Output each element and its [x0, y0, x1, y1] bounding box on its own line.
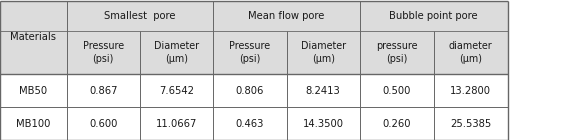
Text: MB50: MB50 — [19, 86, 47, 96]
Text: diameter
(μm): diameter (μm) — [449, 41, 492, 64]
Bar — [0, 31, 508, 74]
Bar — [0, 1, 508, 31]
Text: 0.867: 0.867 — [89, 86, 117, 96]
Text: 8.2413: 8.2413 — [306, 86, 341, 96]
Text: Pressure
(psi): Pressure (psi) — [230, 41, 270, 64]
Text: 0.806: 0.806 — [236, 86, 264, 96]
Text: Materials: Materials — [10, 32, 56, 42]
Text: 7.6542: 7.6542 — [159, 86, 194, 96]
Text: 0.463: 0.463 — [236, 119, 264, 129]
Bar — [0, 74, 508, 107]
Text: Diameter
(μm): Diameter (μm) — [301, 41, 346, 64]
Text: 0.600: 0.600 — [89, 119, 117, 129]
Text: 25.5385: 25.5385 — [450, 119, 491, 129]
Text: MB100: MB100 — [16, 119, 50, 129]
Text: 14.3500: 14.3500 — [303, 119, 343, 129]
Text: Pressure
(psi): Pressure (psi) — [83, 41, 124, 64]
Text: 11.0667: 11.0667 — [156, 119, 197, 129]
Text: Bubble point pore: Bubble point pore — [389, 11, 478, 21]
Text: Mean flow pore: Mean flow pore — [248, 11, 325, 21]
Text: pressure
(psi): pressure (psi) — [376, 41, 417, 64]
Text: 0.260: 0.260 — [382, 119, 411, 129]
Text: Diameter
(μm): Diameter (μm) — [154, 41, 199, 64]
Text: 0.500: 0.500 — [382, 86, 411, 96]
Text: Smallest  pore: Smallest pore — [104, 11, 175, 21]
Text: 13.2800: 13.2800 — [450, 86, 491, 96]
Bar — [0, 107, 508, 140]
